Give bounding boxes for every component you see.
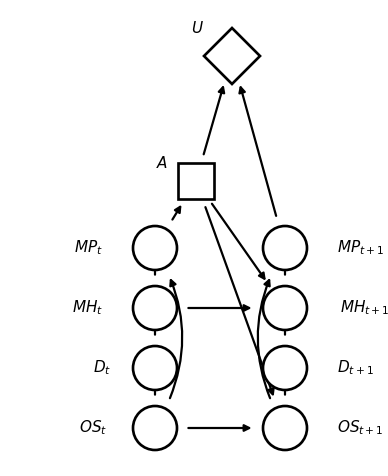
Text: $OS_{t+1}$: $OS_{t+1}$ [337, 419, 384, 437]
Circle shape [263, 406, 307, 450]
Circle shape [263, 226, 307, 270]
Circle shape [133, 346, 177, 390]
Bar [178, 163, 214, 199]
Text: $D_{t+1}$: $D_{t+1}$ [337, 358, 374, 377]
Circle shape [133, 226, 177, 270]
Circle shape [133, 406, 177, 450]
Text: $OS_t$: $OS_t$ [79, 419, 107, 437]
Text: $D_t$: $D_t$ [93, 358, 111, 377]
Circle shape [263, 286, 307, 330]
Text: $MP_t$: $MP_t$ [74, 238, 103, 258]
Text: $MH_{t+1}$: $MH_{t+1}$ [340, 298, 388, 317]
Text: $U$: $U$ [191, 20, 204, 36]
Circle shape [263, 346, 307, 390]
Text: $A$: $A$ [156, 155, 168, 171]
Text: $MH_t$: $MH_t$ [72, 298, 103, 317]
Circle shape [133, 286, 177, 330]
Text: $MP_{t+1}$: $MP_{t+1}$ [337, 238, 385, 258]
Polygon shape [204, 28, 260, 84]
